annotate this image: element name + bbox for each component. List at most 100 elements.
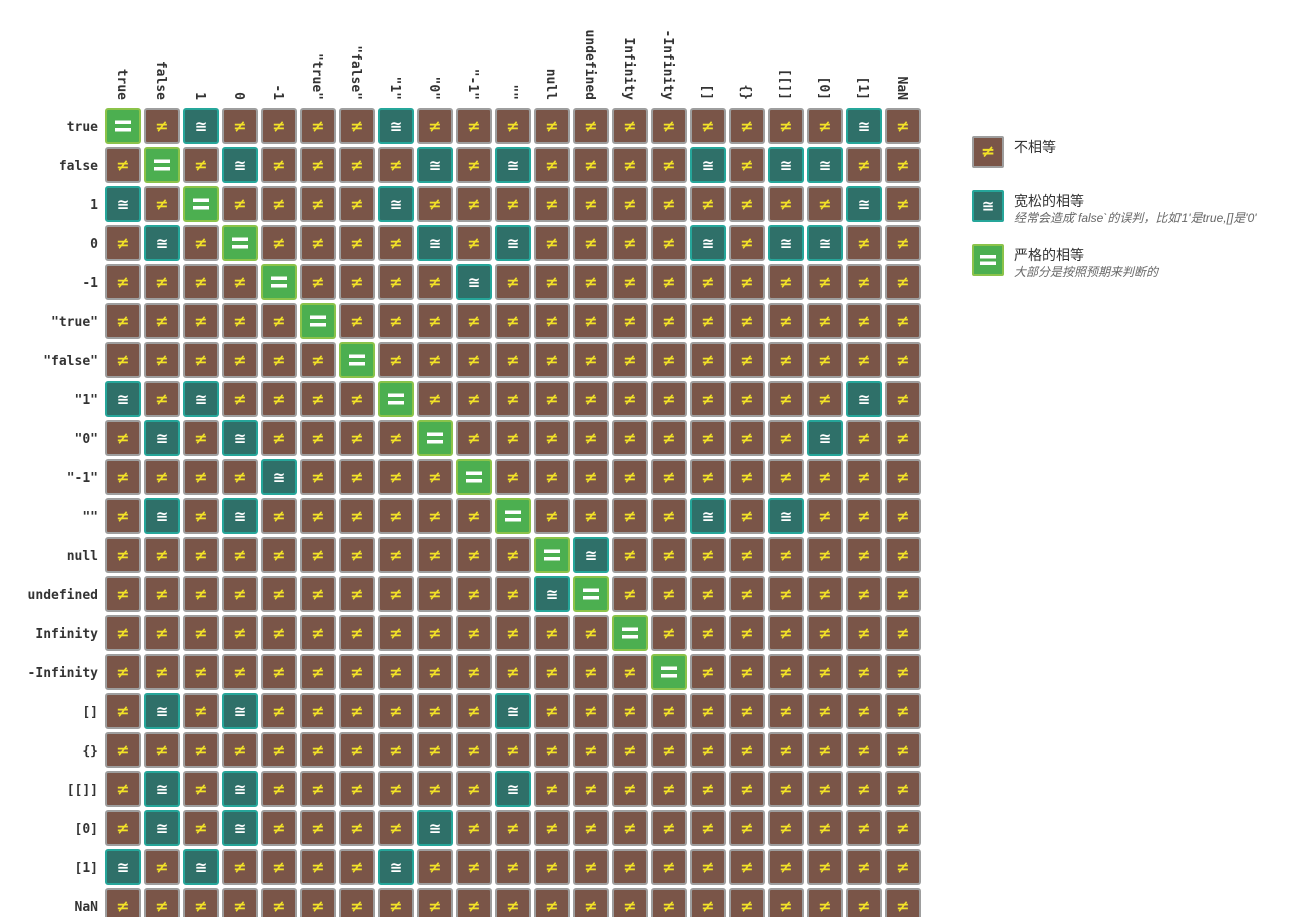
cell-4-3-unequal: ≠ — [222, 264, 258, 300]
cell-bg — [690, 615, 726, 651]
cell-bg — [768, 459, 804, 495]
unequal-symbol: ≠ — [350, 858, 363, 877]
legend-label-unequal: 不相等 — [1014, 139, 1056, 155]
cell-bg — [261, 576, 297, 612]
unequal-symbol: ≠ — [896, 273, 909, 292]
cell-bg — [534, 771, 570, 807]
unequal-symbol: ≠ — [311, 117, 324, 136]
legend: ≠ 不相等 ≅ 宽松的相等 经常会造成`false`的误判，比如'1'是true… — [972, 136, 1308, 298]
cell-bg — [534, 186, 570, 222]
unequal-symbol: ≠ — [662, 390, 675, 409]
cell-17-19-unequal: ≠ — [846, 771, 882, 807]
cell-13-5-unequal: ≠ — [300, 615, 336, 651]
cell-10-19-unequal: ≠ — [846, 498, 882, 534]
cell-9-7-unequal: ≠ — [378, 459, 414, 495]
cell-19-13-unequal: ≠ — [612, 849, 648, 885]
cell-8-5-unequal: ≠ — [300, 420, 336, 456]
loose-symbol: ≅ — [234, 508, 247, 526]
unequal-symbol: ≠ — [896, 117, 909, 136]
unequal-symbol: ≠ — [194, 546, 207, 565]
cell-12-2-unequal: ≠ — [183, 576, 219, 612]
cell-bg — [105, 576, 141, 612]
cell-bg — [261, 303, 297, 339]
unequal-symbol: ≠ — [389, 780, 402, 799]
cell-bg — [651, 810, 687, 846]
unequal-symbol: ≠ — [662, 741, 675, 760]
cell-bg — [534, 654, 570, 690]
unequal-symbol: ≠ — [233, 273, 246, 292]
cell-bg — [144, 303, 180, 339]
unequal-symbol: ≠ — [194, 585, 207, 604]
unequal-symbol: ≠ — [896, 702, 909, 721]
cell-bg — [651, 732, 687, 768]
row-label-empty-17: [[]] — [67, 783, 98, 798]
loose-symbol: ≅ — [702, 508, 715, 526]
cell-13-6-unequal: ≠ — [339, 615, 375, 651]
cell-bg — [261, 147, 297, 183]
unequal-symbol: ≠ — [701, 780, 714, 799]
unequal-symbol: ≠ — [389, 819, 402, 838]
cell-1-17-loose: ≅ — [768, 147, 804, 183]
cell-8-3-loose: ≅ — [222, 420, 258, 456]
cell-6-12-unequal: ≠ — [573, 342, 609, 378]
cell-13-10-unequal: ≠ — [495, 615, 531, 651]
cell-12-11-loose: ≅ — [534, 576, 570, 612]
column-label-false-1: false — [153, 61, 168, 100]
cell-18-13-unequal: ≠ — [612, 810, 648, 846]
cell-17-18-unequal: ≠ — [807, 771, 843, 807]
cell-14-2-unequal: ≠ — [183, 654, 219, 690]
unequal-symbol: ≠ — [506, 819, 519, 838]
cell-3-12-unequal: ≠ — [573, 225, 609, 261]
cell-2-17-unequal: ≠ — [768, 186, 804, 222]
cell-14-17-unequal: ≠ — [768, 654, 804, 690]
cell-10-2-unequal: ≠ — [183, 498, 219, 534]
cell-bg — [300, 576, 336, 612]
cell-bg — [768, 186, 804, 222]
cell-12-20-unequal: ≠ — [885, 576, 921, 612]
column-label-0-8: "0" — [426, 77, 441, 100]
unequal-symbol: ≠ — [779, 468, 792, 487]
cell-bg — [729, 225, 765, 261]
unequal-symbol: ≠ — [155, 663, 168, 682]
cell-bg — [612, 771, 648, 807]
unequal-symbol: ≠ — [506, 585, 519, 604]
cell-bg — [378, 186, 414, 222]
cell-bg — [651, 849, 687, 885]
cell-bg — [417, 615, 453, 651]
cell-10-15-loose: ≅ — [690, 498, 726, 534]
cell-bg — [183, 693, 219, 729]
cell-bg — [105, 420, 141, 456]
unequal-symbol: ≠ — [155, 117, 168, 136]
unequal-symbol: ≠ — [818, 702, 831, 721]
cell-15-12-unequal: ≠ — [573, 693, 609, 729]
cell-9-6-unequal: ≠ — [339, 459, 375, 495]
cell-bg — [690, 693, 726, 729]
cell-19-8-unequal: ≠ — [417, 849, 453, 885]
cell-bg — [144, 576, 180, 612]
unequal-symbol: ≠ — [740, 117, 753, 136]
cell-bg — [573, 381, 609, 417]
loose-symbol: ≅ — [234, 820, 247, 838]
cell-2-10-unequal: ≠ — [495, 186, 531, 222]
cell-bg — [729, 303, 765, 339]
unequal-symbol: ≠ — [545, 624, 558, 643]
unequal-symbol: ≠ — [350, 780, 363, 799]
cell-bg — [339, 225, 375, 261]
unequal-symbol: ≠ — [779, 273, 792, 292]
unequal-symbol: ≠ — [467, 546, 480, 565]
unequal-symbol: ≠ — [350, 117, 363, 136]
unequal-symbol: ≠ — [740, 507, 753, 526]
cell-bg — [807, 693, 843, 729]
unequal-symbol: ≠ — [662, 858, 675, 877]
cell-bg — [495, 420, 531, 456]
cell-9-18-unequal: ≠ — [807, 459, 843, 495]
cell-18-6-unequal: ≠ — [339, 810, 375, 846]
unequal-symbol: ≠ — [428, 624, 441, 643]
row-label-1-4: -1 — [82, 276, 98, 291]
unequal-symbol: ≠ — [155, 468, 168, 487]
cell-bg — [846, 615, 882, 651]
cell-bg — [729, 576, 765, 612]
cell-bg — [768, 888, 804, 917]
unequal-symbol: ≠ — [857, 546, 870, 565]
cell-11-10-unequal: ≠ — [495, 537, 531, 573]
